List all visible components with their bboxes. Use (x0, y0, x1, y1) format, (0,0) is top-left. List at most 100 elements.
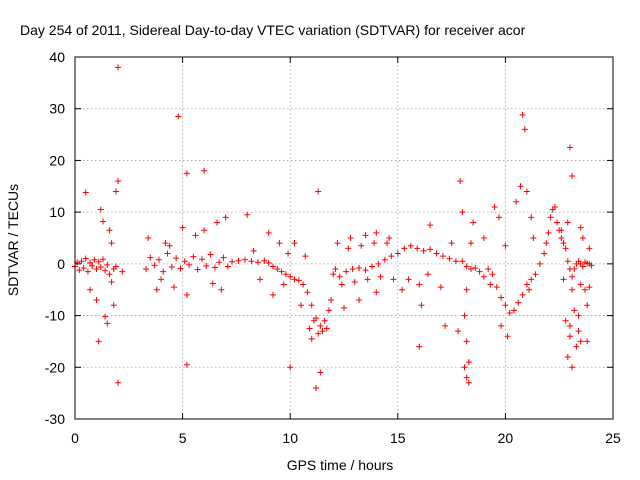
data-point (207, 251, 214, 258)
data-point (437, 284, 444, 291)
data-point (308, 302, 315, 309)
data-point (566, 144, 573, 151)
data-point (211, 264, 218, 271)
data-point (291, 240, 298, 247)
data-point (388, 253, 395, 260)
data-point (115, 178, 122, 185)
data-point (495, 214, 502, 221)
data-point (80, 264, 87, 271)
data-point (381, 256, 388, 263)
data-point (554, 219, 561, 226)
data-point (276, 240, 283, 247)
data-point (119, 268, 126, 275)
data-point (295, 277, 302, 284)
data-point (179, 224, 186, 231)
data-point (166, 242, 173, 249)
grid-lines (75, 57, 613, 419)
data-point (306, 325, 313, 332)
data-point (151, 262, 158, 269)
data-point (201, 167, 208, 174)
chart-title: Day 254 of 2011, Sidereal Day-to-day VTE… (20, 22, 526, 38)
data-point (97, 263, 104, 270)
data-point (170, 284, 177, 291)
data-point (364, 276, 371, 283)
data-point (291, 276, 298, 283)
y-tick-label: 30 (49, 101, 65, 117)
data-point (186, 261, 193, 268)
data-point (317, 322, 324, 329)
data-point (560, 276, 567, 283)
data-point (285, 250, 292, 257)
data-point (265, 259, 272, 266)
data-point (523, 281, 530, 288)
data-point (564, 353, 571, 360)
data-point (313, 384, 320, 391)
data-point (97, 206, 104, 213)
data-point (401, 245, 408, 252)
y-tick-label: 20 (49, 152, 65, 168)
data-point (362, 232, 369, 239)
data-point (564, 219, 571, 226)
data-point (76, 267, 83, 274)
data-point (102, 313, 109, 320)
data-point (168, 263, 175, 270)
data-point (562, 245, 569, 252)
data-point (358, 242, 365, 249)
data-point (506, 309, 513, 316)
data-point (173, 255, 180, 262)
data-point (302, 253, 309, 260)
data-point (571, 266, 578, 273)
data-point (99, 218, 106, 225)
y-tick-label: 40 (49, 49, 65, 65)
tick-labels: 0 5 10 15 20 25 -30 -20 -10 0 10 20 30 40 (45, 49, 621, 446)
data-point (115, 64, 122, 71)
data-point (304, 289, 311, 296)
data-point (250, 247, 257, 254)
data-point (356, 297, 363, 304)
data-point (424, 271, 431, 278)
data-point (504, 333, 511, 340)
x-tick-label: 10 (282, 430, 298, 446)
data-point (349, 266, 356, 273)
x-tick-label: 5 (179, 430, 187, 446)
data-point (467, 240, 474, 247)
plot-frame (74, 56, 614, 420)
data-point (209, 280, 216, 287)
x-tick-label: 25 (605, 430, 621, 446)
data-point (457, 178, 464, 185)
data-point (446, 255, 453, 262)
data-point (513, 198, 520, 205)
data-point (175, 113, 182, 120)
data-point (416, 281, 423, 288)
data-point (517, 183, 524, 190)
data-point (461, 364, 468, 371)
data-point (280, 281, 287, 288)
axis-ticks (74, 56, 614, 420)
data-point (330, 271, 337, 278)
data-point (244, 211, 251, 218)
data-point (588, 262, 595, 269)
data-point (269, 263, 276, 270)
data-point (93, 297, 100, 304)
data-point (562, 317, 569, 324)
data-point (547, 214, 554, 221)
data-point (104, 320, 111, 327)
data-point (162, 240, 169, 247)
data-point (467, 266, 474, 273)
data-point (502, 302, 509, 309)
data-point (573, 343, 580, 350)
data-point (110, 302, 117, 309)
data-point (575, 312, 582, 319)
data-point (558, 227, 565, 234)
data-point (470, 219, 477, 226)
data-point (158, 276, 165, 283)
data-point (519, 111, 526, 118)
data-point (93, 266, 100, 273)
data-point (569, 364, 576, 371)
data-point (278, 268, 285, 275)
data-point (198, 256, 205, 263)
data-point (78, 258, 85, 265)
data-point (543, 240, 550, 247)
data-point (214, 219, 221, 226)
